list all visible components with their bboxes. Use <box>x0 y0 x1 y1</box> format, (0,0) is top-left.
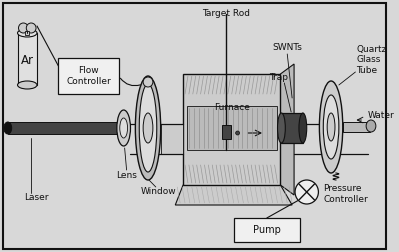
Text: Trap: Trap <box>269 74 288 82</box>
Text: Furnace: Furnace <box>214 104 250 112</box>
Text: Water: Water <box>368 111 395 120</box>
Text: Flow
Controller: Flow Controller <box>66 66 111 86</box>
Text: Lens: Lens <box>116 171 137 179</box>
Bar <box>25 31 29 35</box>
Text: Ar: Ar <box>21 53 34 67</box>
Ellipse shape <box>278 113 285 143</box>
Bar <box>281 113 303 143</box>
Bar <box>8 122 117 134</box>
Ellipse shape <box>323 95 339 159</box>
Text: Pump: Pump <box>253 225 281 235</box>
Ellipse shape <box>143 77 153 87</box>
Text: Window: Window <box>141 187 176 197</box>
Ellipse shape <box>18 81 37 89</box>
Ellipse shape <box>319 81 343 173</box>
Ellipse shape <box>120 118 128 138</box>
Bar <box>222 125 231 139</box>
Bar <box>187 106 277 150</box>
Ellipse shape <box>18 29 37 37</box>
Bar <box>58 58 119 94</box>
Ellipse shape <box>117 110 130 146</box>
Ellipse shape <box>143 113 153 143</box>
Bar <box>343 122 370 132</box>
Text: Quartz
Glass
Tube: Quartz Glass Tube <box>356 45 387 75</box>
Ellipse shape <box>327 113 335 141</box>
Ellipse shape <box>135 76 161 180</box>
Text: Laser: Laser <box>24 194 49 203</box>
Ellipse shape <box>4 122 12 134</box>
Circle shape <box>18 23 28 33</box>
Ellipse shape <box>299 113 307 143</box>
Ellipse shape <box>139 84 157 172</box>
Polygon shape <box>280 64 294 195</box>
Bar <box>161 124 183 154</box>
Circle shape <box>26 23 36 33</box>
Bar <box>18 33 37 85</box>
Bar <box>234 218 300 242</box>
Text: SWNTs: SWNTs <box>273 44 302 52</box>
Text: Target Rod: Target Rod <box>202 10 250 18</box>
Text: Pressure
Controller: Pressure Controller <box>323 184 368 204</box>
Bar <box>183 74 280 185</box>
Circle shape <box>236 131 239 135</box>
Circle shape <box>295 180 318 204</box>
Polygon shape <box>175 185 292 205</box>
Ellipse shape <box>366 120 376 132</box>
